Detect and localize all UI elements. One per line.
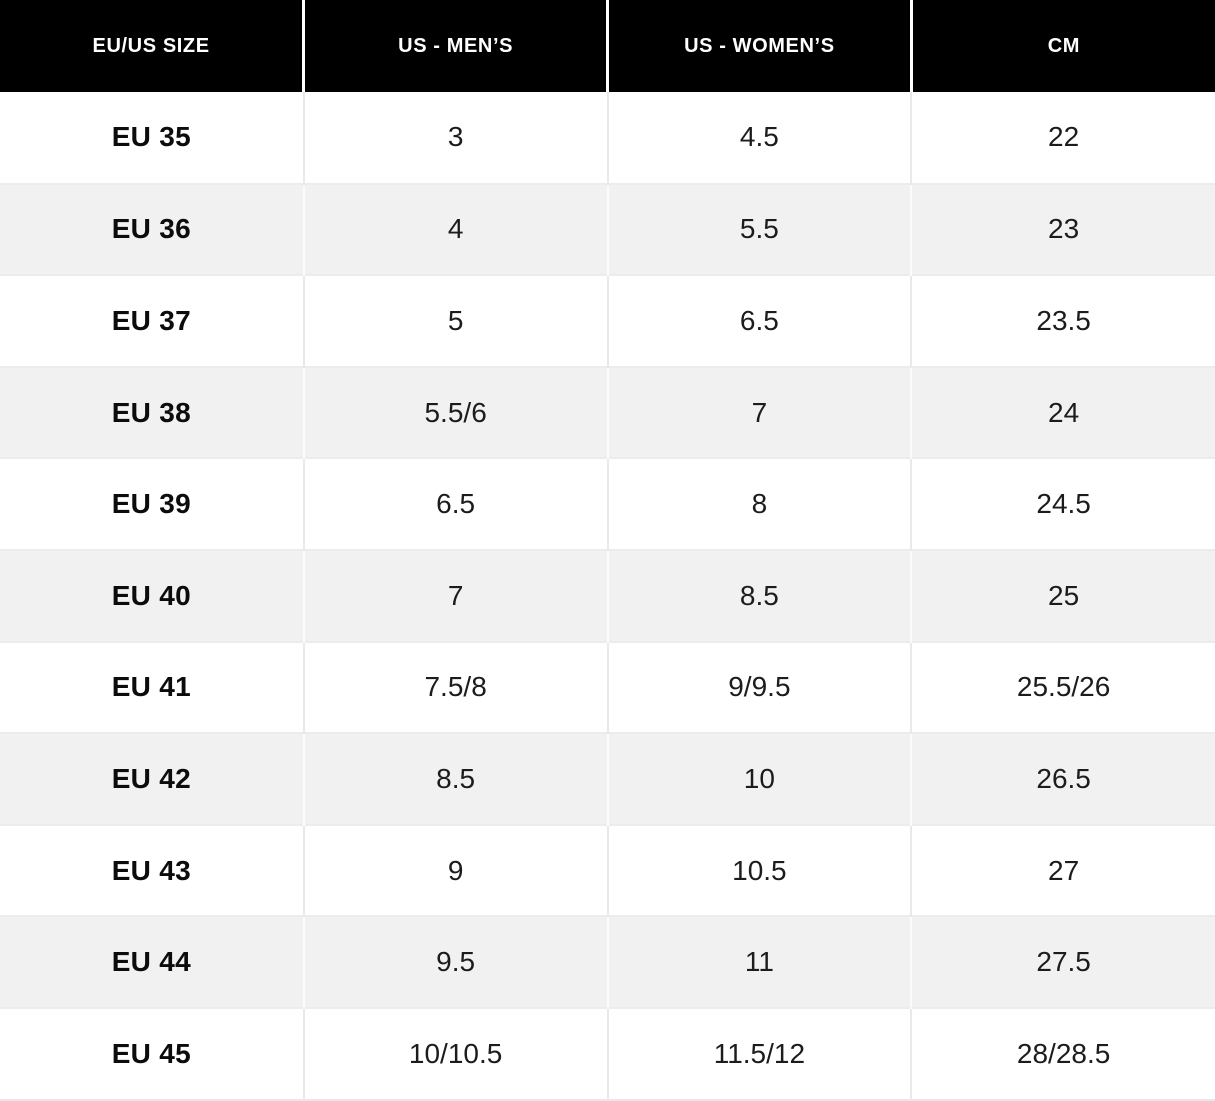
column-header-cm: CM xyxy=(911,0,1215,92)
us-womens-cell: 6.5 xyxy=(607,275,913,367)
table-row: EU 39 6.5 8 24.5 xyxy=(0,458,1215,550)
cm-cell: 25.5/26 xyxy=(1016,671,1111,703)
table-row: EU 37 5 6.5 23.5 xyxy=(0,275,1215,367)
us-womens-cell: 8.5 xyxy=(607,549,913,642)
us-womens-cell: 9/9.5 xyxy=(607,641,913,734)
us-womens-cell: 11 xyxy=(607,916,913,1008)
cm-cell: 25 xyxy=(1048,579,1080,611)
eu-size-cell: EU 45 xyxy=(0,1007,305,1100)
eu-size-cell: EU 43 xyxy=(0,824,305,917)
eu-size-cell: EU 37 xyxy=(0,275,305,367)
us-womens-cell: 7 xyxy=(607,366,913,459)
eu-size-cell: EU 36 xyxy=(0,183,305,276)
eu-size-cell: EU 42 xyxy=(0,733,305,825)
us-mens-cell: 7.5/8 xyxy=(303,641,609,734)
eu-size-cell: EU 39 xyxy=(0,458,305,550)
us-womens-cell: 10.5 xyxy=(607,824,913,917)
cm-cell: 22 xyxy=(1048,121,1080,153)
cm-cell: 23 xyxy=(1048,213,1080,245)
table-header-row: EU/US SIZE US - MEN’S US - WOMEN’S CM xyxy=(0,0,1215,92)
us-mens-cell: 7 xyxy=(303,549,609,642)
table-header: EU/US SIZE US - MEN’S US - WOMEN’S CM xyxy=(0,0,1215,92)
cm-cell: 27.5 xyxy=(1036,946,1091,978)
us-mens-cell: 10/10.5 xyxy=(303,1007,609,1100)
us-womens-cell: 11.5/12 xyxy=(607,1007,913,1100)
us-womens-cell: 10 xyxy=(607,733,913,825)
table-body: EU 35 3 4.5 22 EU 36 4 5.5 23 EU 37 5 6.… xyxy=(0,92,1215,1100)
cm-cell: 27 xyxy=(1048,854,1080,886)
table-row: EU 38 5.5/6 7 24 xyxy=(0,366,1215,459)
cm-cell: 26.5 xyxy=(1036,762,1091,794)
column-header-us-womens: US - WOMEN’S xyxy=(607,0,913,92)
eu-size-cell: EU 38 xyxy=(0,366,305,459)
us-mens-cell: 9.5 xyxy=(303,916,609,1008)
eu-size-cell: EU 41 xyxy=(0,641,305,734)
table-row: EU 43 9 10.5 27 xyxy=(0,824,1215,917)
eu-size-cell: EU 40 xyxy=(0,549,305,642)
us-mens-cell: 8.5 xyxy=(303,733,609,825)
us-womens-cell: 8 xyxy=(607,458,913,550)
us-womens-cell: 5.5 xyxy=(607,183,913,276)
cm-cell: 24 xyxy=(1048,396,1080,428)
eu-size-cell: EU 44 xyxy=(0,916,305,1008)
cm-cell: 23.5 xyxy=(1036,304,1091,336)
us-mens-cell: 3 xyxy=(303,92,609,184)
us-mens-cell: 9 xyxy=(303,824,609,917)
us-mens-cell: 6.5 xyxy=(303,458,609,550)
column-header-us-mens: US - MEN’S xyxy=(303,0,609,92)
us-mens-cell: 5 xyxy=(303,275,609,367)
cm-cell: 24.5 xyxy=(1036,488,1091,520)
table-row: EU 42 8.5 10 26.5 xyxy=(0,733,1215,825)
us-mens-cell: 5.5/6 xyxy=(303,366,609,459)
eu-size-cell: EU 35 xyxy=(0,92,305,184)
table-row: EU 40 7 8.5 25 xyxy=(0,549,1215,642)
table-row: EU 41 7.5/8 9/9.5 25.5/26 xyxy=(0,641,1215,734)
us-mens-cell: 4 xyxy=(303,183,609,276)
table-row: EU 35 3 4.5 22 xyxy=(0,92,1215,184)
table-row: EU 44 9.5 11 27.5 xyxy=(0,916,1215,1008)
table-row: EU 36 4 5.5 23 xyxy=(0,183,1215,276)
column-header-eu-us-size: EU/US SIZE xyxy=(0,0,306,92)
us-womens-cell: 4.5 xyxy=(607,92,913,184)
cm-cell: 28/28.5 xyxy=(1016,1037,1111,1069)
table-row: EU 45 10/10.5 11.5/12 28/28.5 xyxy=(0,1007,1215,1100)
